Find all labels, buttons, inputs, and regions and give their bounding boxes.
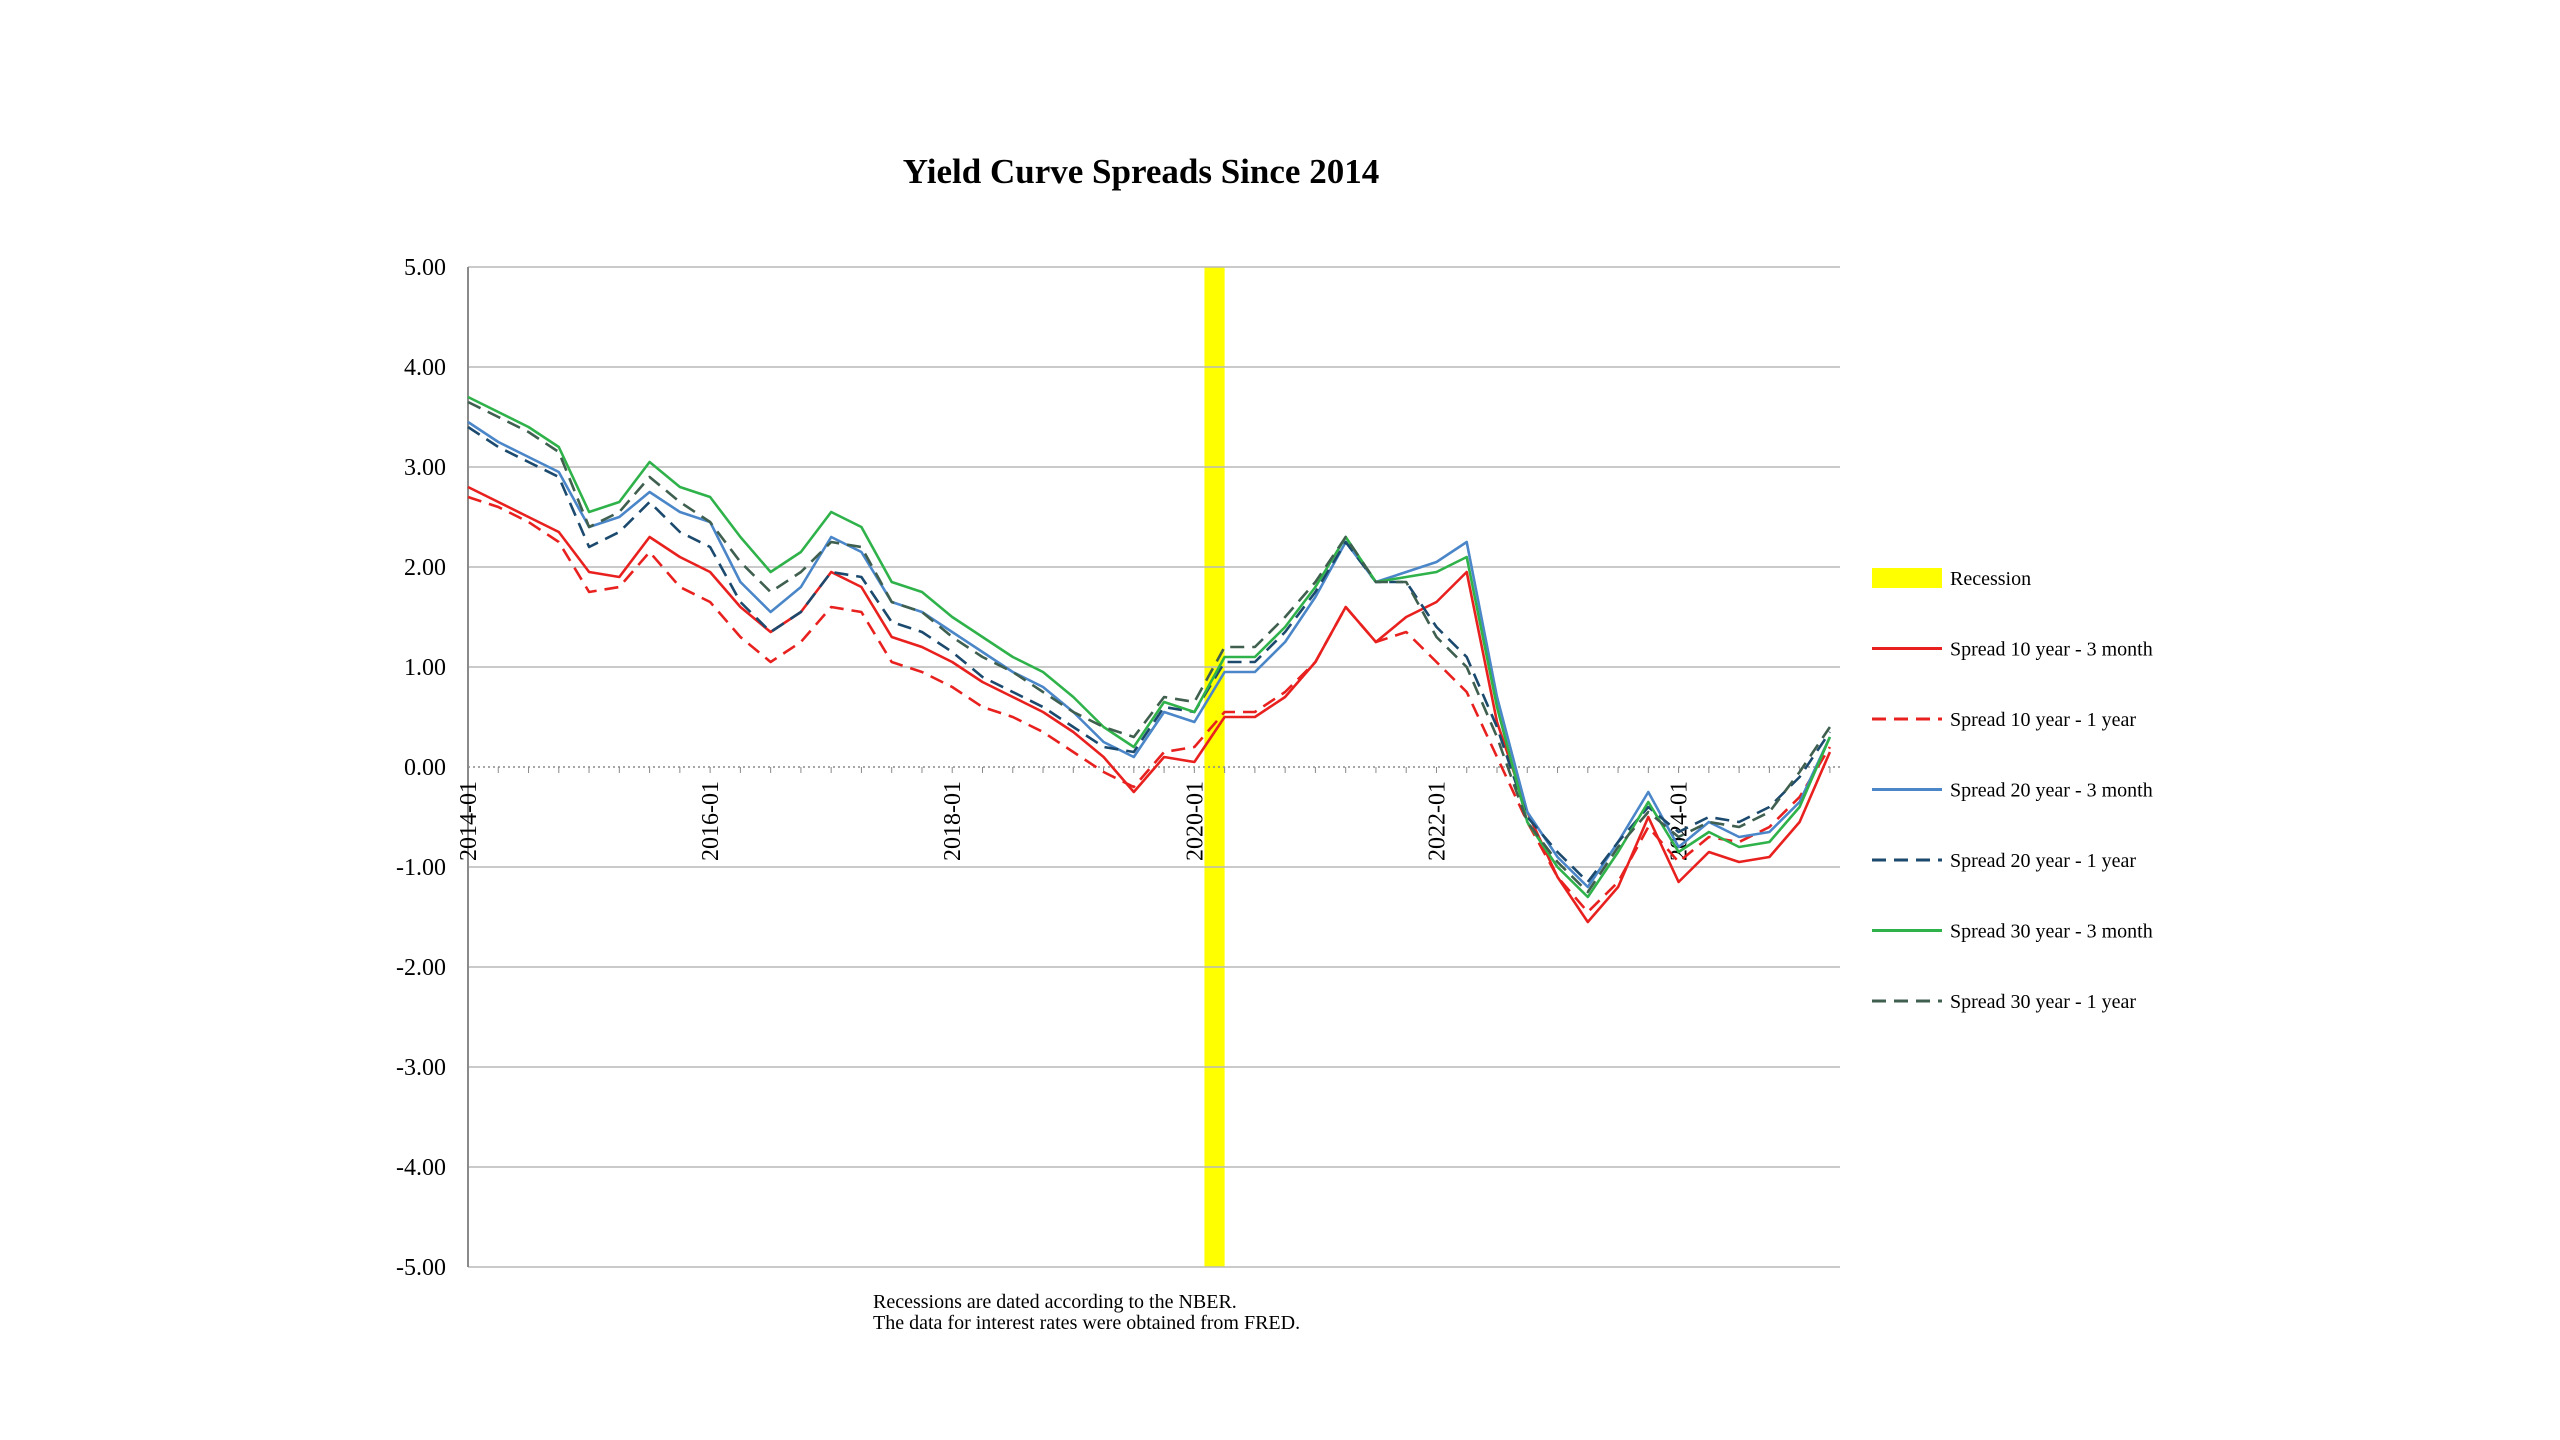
x-tick-label: 2020-01 [1182, 781, 1208, 861]
y-tick-label: -2.00 [396, 955, 446, 981]
x-tick-label: 2014-01 [456, 781, 482, 861]
y-tick-label: 5.00 [404, 255, 446, 281]
y-tick-label: -4.00 [396, 1155, 446, 1181]
grid-layer [468, 266, 1840, 1268]
chart-title: Yield Curve Spreads Since 2014 [903, 152, 1379, 191]
series-layer [467, 395, 1832, 924]
y-tick-label: 3.00 [404, 455, 446, 481]
legend-label: Spread 20 year - 1 year [1950, 850, 2136, 872]
series-line [467, 495, 1832, 914]
legend-label: Spread 20 year - 3 month [1950, 780, 2153, 802]
series-line [467, 420, 1832, 889]
y-tick-label: 4.00 [404, 355, 446, 381]
legend-swatch-recession [1872, 568, 1942, 588]
source-notes: Recessions are dated according to the NB… [873, 1291, 1300, 1334]
x-tick-label: 2016-01 [698, 781, 724, 861]
legend-label: Spread 10 year - 3 month [1950, 639, 2153, 661]
x-tick-label: 2022-01 [1424, 781, 1450, 861]
y-tick-label: -3.00 [396, 1055, 446, 1081]
legend-label: Recession [1950, 568, 2031, 590]
source-note: Recessions are dated according to the NB… [873, 1291, 1237, 1313]
y-tick-label: 1.00 [404, 655, 446, 681]
legend: Recession Spread 10 year - 3 month Spread … [1872, 568, 2153, 1013]
legend-label: Spread 30 year - 3 month [1950, 921, 2153, 943]
y-tick-label: -5.00 [396, 1255, 446, 1281]
y-tick-label: -1.00 [396, 855, 446, 881]
x-tick-label: 2024-01 [1667, 781, 1693, 861]
legend-label: Spread 30 year - 1 year [1950, 991, 2136, 1013]
series-line [467, 425, 1831, 884]
source-note: The data for interest rates were obtaine… [873, 1312, 1300, 1334]
axis-layer: 5.00 4.00 3.00 2.00 1.00 0.00 -1.00 -2.00 -3.00 -… [396, 255, 1831, 1281]
series-line [467, 400, 1831, 894]
series-line [467, 395, 1832, 899]
y-tick-label: 2.00 [404, 555, 446, 581]
y-tick-label: 0.00 [404, 755, 446, 781]
series-line [467, 485, 1832, 924]
x-tick-label: 2018-01 [940, 781, 966, 861]
legend-label: Spread 10 year - 1 year [1950, 709, 2136, 731]
